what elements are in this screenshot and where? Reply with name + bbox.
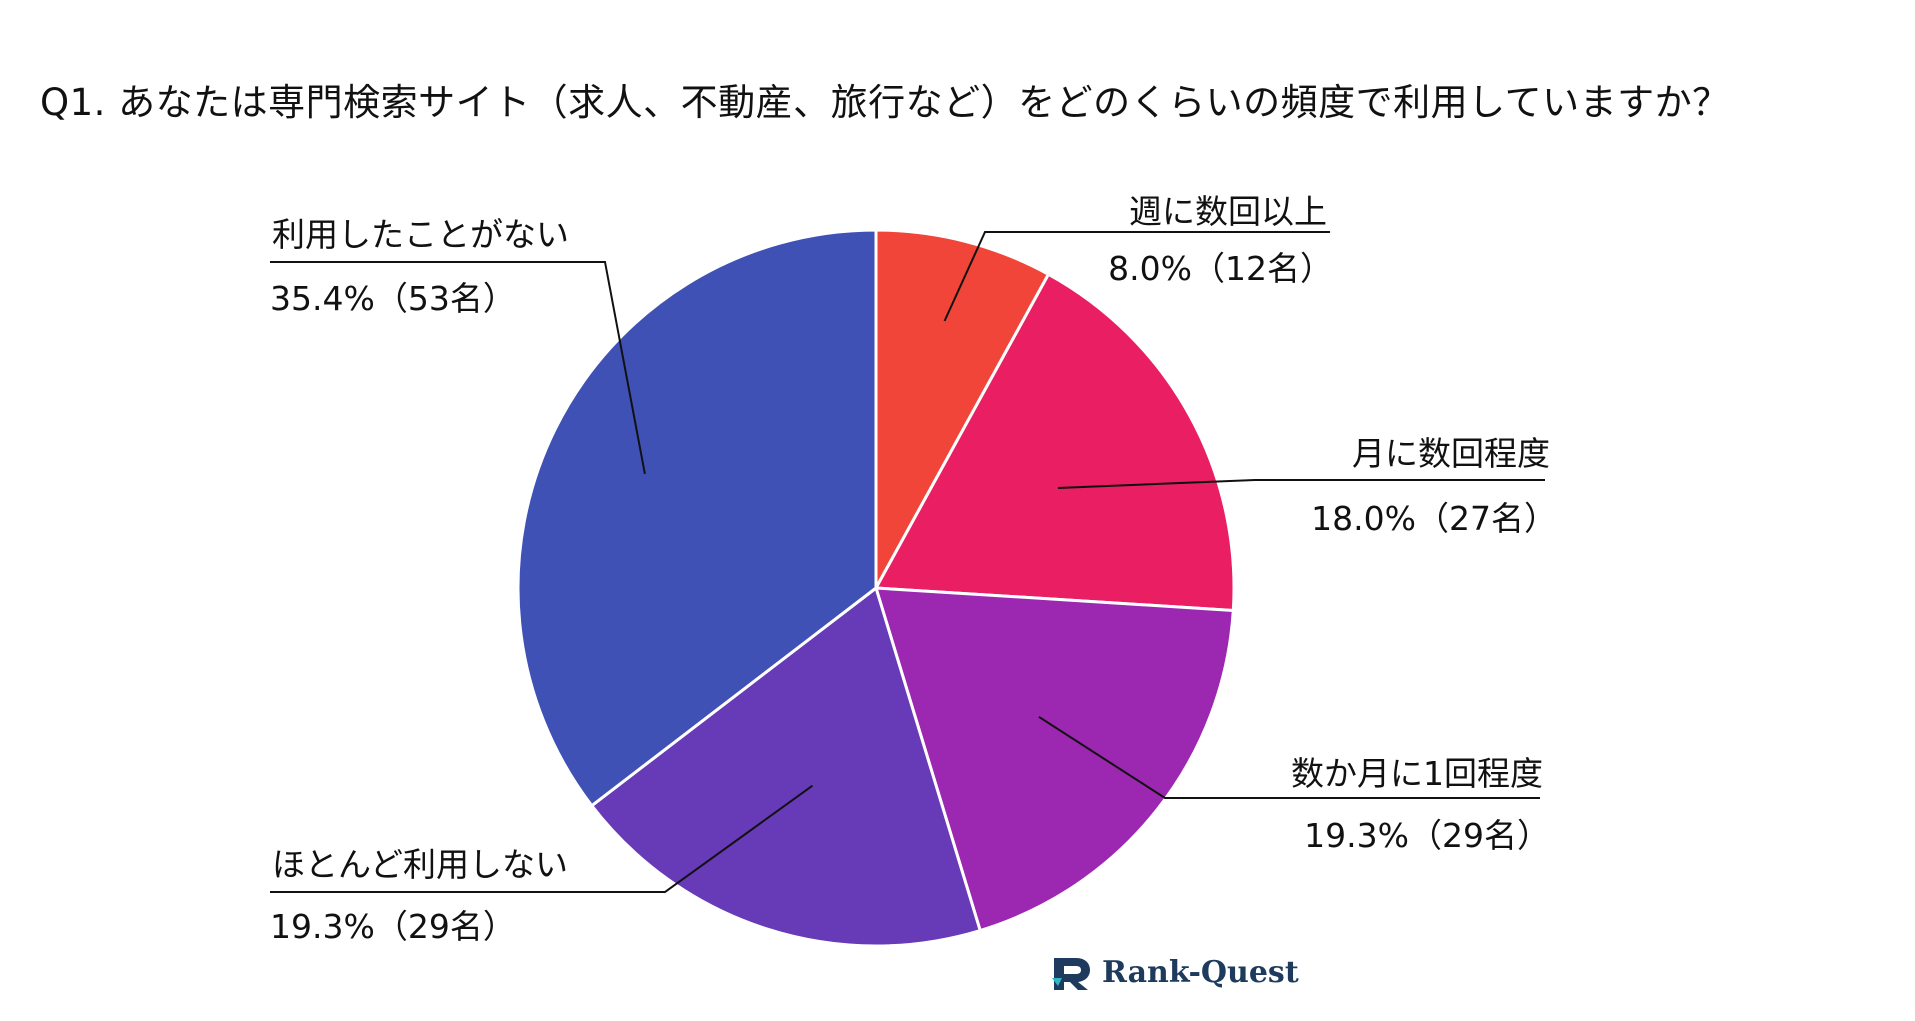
pie-slice-rarely xyxy=(589,585,983,948)
leader-line-weekly xyxy=(943,231,1330,322)
leader-line-every-few-months xyxy=(1038,715,1540,799)
leader-lines xyxy=(270,231,1545,893)
leader-line-rarely xyxy=(270,784,814,893)
leader-line-monthly xyxy=(1057,479,1545,489)
slice-value-weekly: 8.0%（12名） xyxy=(1108,249,1333,288)
slice-label-never: 利用したことがない xyxy=(272,215,569,254)
leader-line-never xyxy=(270,261,646,475)
slice-value-every-few-months: 19.3%（29名） xyxy=(1304,816,1550,855)
rank-quest-logo-icon xyxy=(1052,958,1090,990)
pie-slice-never xyxy=(516,228,878,808)
brand-logo: Rank-Quest xyxy=(1050,952,1299,992)
pie-slice-monthly xyxy=(873,272,1236,613)
pie-slice-every-few-months xyxy=(873,586,1235,933)
slice-value-rarely: 19.3%（29名） xyxy=(270,907,516,946)
slice-value-never: 35.4%（53名） xyxy=(270,279,516,318)
brand-name: Rank-Quest xyxy=(1102,954,1299,990)
slice-label-rarely: ほとんど利用しない xyxy=(272,845,569,884)
slice-label-monthly: 月に数回程度 xyxy=(1352,434,1550,473)
pie-slices xyxy=(516,228,1236,948)
slice-label-every-few-months: 数か月に1回程度 xyxy=(1291,754,1543,793)
pie-slice-weekly xyxy=(874,228,1051,589)
slice-label-weekly: 週に数回以上 xyxy=(1129,192,1327,231)
chart-title: Q1. あなたは専門検索サイト（求人、不動産、旅行など）をどのくらいの頻度で利用… xyxy=(40,81,1730,124)
slice-value-monthly: 18.0%（27名） xyxy=(1311,499,1557,538)
